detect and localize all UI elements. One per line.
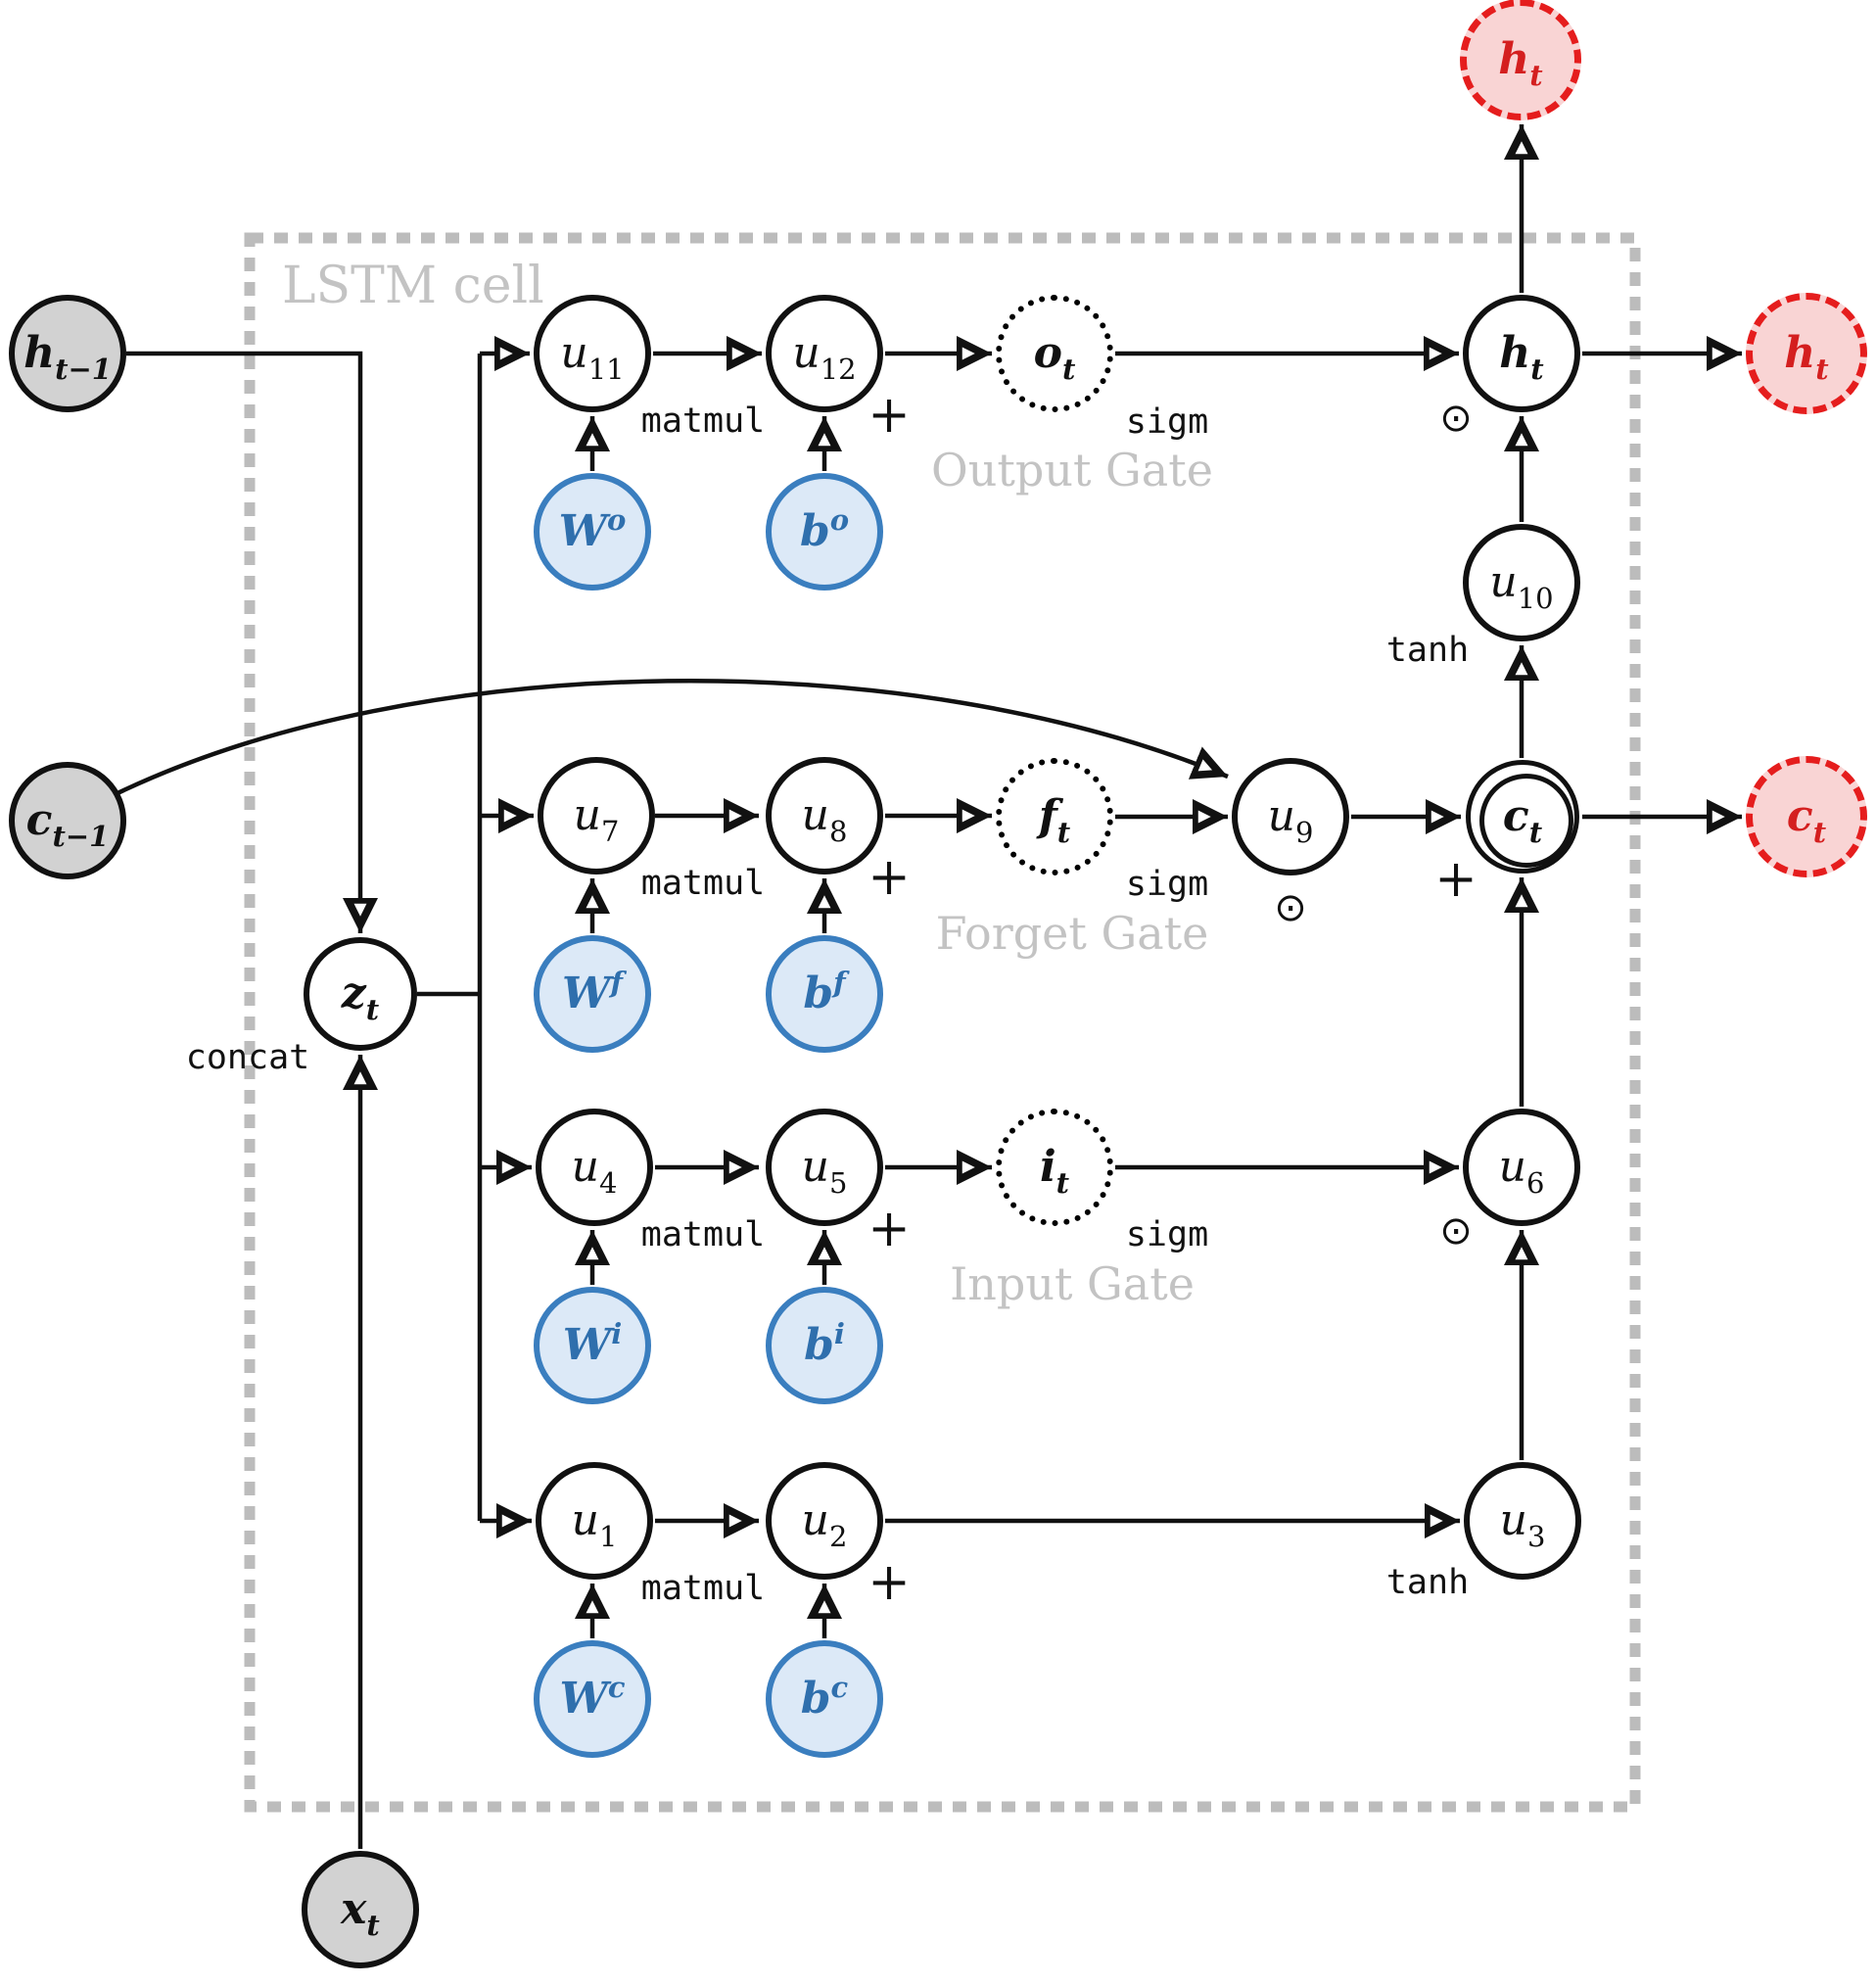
node-u8-label: u8 (801, 790, 848, 848)
node-b-c-label: bc (800, 1671, 849, 1724)
node-u6-label: u6 (1498, 1142, 1545, 1200)
matmul-label-candidate: matmul (640, 1569, 766, 1608)
node-x-t-label: xt (341, 1884, 380, 1942)
tanh-label-u10: tanh (1385, 631, 1470, 670)
node-b-f: bf (766, 935, 883, 1053)
plus-label-output: + (868, 386, 911, 445)
node-u11-label: u11 (560, 328, 625, 386)
matmul-label-output: matmul (640, 402, 766, 441)
forget-gate-title: Forget Gate (935, 907, 1209, 960)
node-u3: u3 (1464, 1462, 1581, 1580)
node-u5: u5 (766, 1109, 883, 1226)
node-x-t: xt (302, 1851, 419, 1968)
concat-label: concat (185, 1038, 310, 1077)
node-u2-label: u2 (801, 1495, 848, 1553)
node-b-i-label: bi (804, 1317, 845, 1370)
node-b-c: bc (766, 1640, 883, 1758)
node-f-t-label: ft (1038, 791, 1071, 849)
node-h-t-next-top-label: ht (1498, 34, 1543, 92)
edge-hprev-z (126, 351, 378, 933)
node-u7-label: u7 (573, 790, 620, 848)
node-h-t-next-right: ht (1746, 293, 1867, 414)
matmul-label-forget: matmul (640, 864, 766, 903)
node-u10: u10 (1463, 524, 1580, 641)
node-u1-label: u1 (571, 1495, 618, 1553)
node-c-t: ct (1466, 760, 1579, 874)
node-b-i: bi (766, 1287, 883, 1404)
node-u12: u12 (766, 295, 883, 412)
node-h-prev-label: ht−1 (23, 328, 112, 386)
node-W-o-label: Wo (558, 503, 627, 556)
node-c-t-next-right: ct (1746, 756, 1867, 877)
node-u9-label: u9 (1267, 791, 1314, 849)
node-h-t-next-right-label: ht (1784, 328, 1829, 386)
node-z-t: zt (304, 937, 417, 1051)
sigm-label-forget: sigm (1125, 865, 1209, 904)
sigm-label-output: sigm (1125, 402, 1209, 442)
node-u12-label: u12 (792, 328, 857, 386)
node-W-i: Wi (534, 1287, 651, 1404)
node-u1: u1 (536, 1462, 653, 1580)
node-i-t-label: it (1039, 1142, 1070, 1200)
input-gate-title: Input Gate (950, 1257, 1195, 1310)
lstm-cell-frame (244, 232, 1641, 1813)
node-h-t-label: ht (1499, 328, 1544, 386)
node-c-prev: ct−1 (9, 762, 126, 879)
node-W-c: Wc (534, 1640, 651, 1758)
plus-label-forget: + (868, 848, 911, 907)
node-W-f-label: Wf (562, 966, 623, 1018)
node-i-t: it (996, 1109, 1113, 1226)
node-o-t-label: ot (1033, 328, 1076, 386)
node-W-c-label: Wc (559, 1671, 626, 1724)
node-W-o: Wo (534, 473, 651, 591)
node-b-o: bo (766, 473, 883, 591)
node-u6: u6 (1463, 1109, 1580, 1226)
node-b-f-label: bf (803, 966, 846, 1018)
node-h-t-next-top: ht (1460, 0, 1581, 120)
node-u2: u2 (766, 1462, 883, 1580)
node-u10-label: u10 (1489, 557, 1554, 615)
plus-label-input: + (868, 1200, 911, 1258)
node-c-t-next-right-label: ct (1786, 791, 1827, 849)
node-b-o-label: bo (799, 503, 850, 556)
node-u7: u7 (538, 757, 655, 875)
node-h-prev: ht−1 (9, 295, 126, 412)
node-u8: u8 (766, 757, 883, 875)
node-c-t-inner-ring (1479, 774, 1573, 868)
node-W-f: Wf (534, 935, 651, 1053)
plus-label-candidate: + (868, 1553, 911, 1612)
tanh-label-u3: tanh (1385, 1563, 1470, 1602)
node-f-t: ft (996, 758, 1113, 875)
node-u4: u4 (536, 1109, 653, 1226)
node-u4-label: u4 (571, 1142, 618, 1200)
odot-label-u6: ⊙ (1439, 1208, 1473, 1253)
output-gate-title: Output Gate (931, 444, 1213, 496)
node-c-prev-label: ct−1 (25, 795, 110, 853)
node-u9: u9 (1232, 758, 1349, 875)
node-z-t-label: zt (341, 969, 380, 1026)
node-W-i-label: Wi (562, 1317, 623, 1370)
node-o-t: ot (996, 295, 1113, 412)
node-u3-label: u3 (1499, 1495, 1546, 1553)
matmul-label-input: matmul (640, 1215, 766, 1254)
plus-label-cell: + (1434, 850, 1477, 909)
odot-label-ht: ⊙ (1439, 396, 1473, 441)
edge-cprev-u9 (117, 678, 1229, 796)
node-u5-label: u5 (801, 1142, 848, 1200)
lstm-cell-title: LSTM cell (282, 257, 544, 315)
node-h-t: ht (1463, 295, 1580, 412)
node-u11: u11 (534, 295, 651, 412)
sigm-label-input: sigm (1125, 1215, 1209, 1254)
odot-label-u9: ⊙ (1274, 885, 1307, 930)
